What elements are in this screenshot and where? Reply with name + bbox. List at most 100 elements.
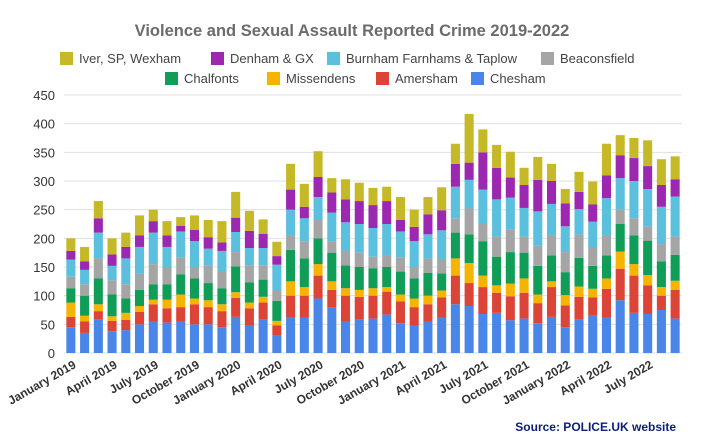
bar-segment-iver-sp-wexham <box>615 135 625 156</box>
bar-segment-burnham-farnhams-taplow <box>327 212 337 242</box>
bar-segment-amersham <box>176 307 186 322</box>
bar-segment-denham-gx <box>382 201 392 224</box>
bar-segment-chesham <box>189 324 199 353</box>
bar-segment-chalfonts <box>66 288 76 303</box>
bar-segment-missendens <box>601 278 611 289</box>
bar-segment-chalfonts <box>643 240 653 276</box>
bar-segment-amersham <box>272 325 282 336</box>
bar-segment-denham-gx <box>66 250 76 260</box>
bar-segment-missendens <box>272 320 282 326</box>
legend-label-iver-sp-wexham: Iver, SP, Wexham <box>79 51 181 66</box>
bar-segment-missendens <box>203 300 213 308</box>
y-tick-label: 150 <box>33 260 55 275</box>
bar-segment-amersham <box>450 275 460 305</box>
bar-segment-iver-sp-wexham <box>643 140 653 167</box>
bar-segment-burnham-farnhams-taplow <box>437 230 447 259</box>
bar-segment-iver-sp-wexham <box>505 151 515 178</box>
bar-segment-missendens <box>464 262 474 284</box>
bar-segment-amersham <box>533 303 543 324</box>
bar-segment-iver-sp-wexham <box>327 178 337 193</box>
bar-segment-missendens <box>656 287 666 296</box>
bar-segment-missendens <box>368 288 378 296</box>
bar-segment-chesham <box>643 314 653 353</box>
bar-segment-burnham-farnhams-taplow <box>533 211 543 246</box>
bar-segment-burnham-farnhams-taplow <box>258 248 268 266</box>
bar-segment-chesham <box>176 321 186 353</box>
bar-segment-beaconsfield <box>258 265 268 280</box>
bar-segment-chesham <box>80 332 90 353</box>
bar-segment-chalfonts <box>505 252 515 284</box>
bar-segment-amersham <box>93 311 103 320</box>
bar-segment-missendens <box>478 275 488 288</box>
bar-segment-denham-gx <box>423 214 433 235</box>
bar-segment-iver-sp-wexham <box>533 156 543 180</box>
bar-segment-chalfonts <box>176 274 186 295</box>
bar-segment-amersham <box>217 311 227 328</box>
bar-segment-beaconsfield <box>492 236 502 257</box>
y-tick-label: 450 <box>33 88 55 103</box>
bar-segment-missendens <box>574 286 584 297</box>
bar-segment-missendens <box>258 296 268 303</box>
legend-label-amersham: Amersham <box>395 71 458 86</box>
bar-segment-chalfonts <box>670 254 680 281</box>
bar-segment-burnham-farnhams-taplow <box>478 189 488 224</box>
bar-segment-chalfonts <box>409 278 419 299</box>
bar-segment-missendens <box>148 299 158 305</box>
bar-segment-denham-gx <box>670 179 680 197</box>
bar-segment-chalfonts <box>80 295 90 316</box>
bars <box>66 113 680 353</box>
bar-segment-iver-sp-wexham <box>66 238 76 251</box>
bar-segment-amersham <box>244 308 254 326</box>
bar-segment-burnham-farnhams-taplow <box>601 198 611 236</box>
bar-segment-amersham <box>670 289 680 319</box>
bar-segment-denham-gx <box>437 210 447 231</box>
bar-segment-missendens <box>423 295 433 305</box>
bar-segment-burnham-farnhams-taplow <box>382 224 392 256</box>
bar-segment-burnham-farnhams-taplow <box>354 224 364 253</box>
legend-label-beaconsfield: Beaconsfield <box>560 51 634 66</box>
bar-segment-missendens <box>409 298 419 308</box>
bar-segment-denham-gx <box>299 206 309 219</box>
bar-segment-burnham-farnhams-taplow <box>286 209 296 236</box>
bar-segment-denham-gx <box>148 221 158 233</box>
legend-swatch-chalfonts <box>165 72 178 85</box>
bar-segment-amersham <box>341 295 351 322</box>
bar-segment-chesham <box>656 310 666 353</box>
bar-segment-chesham <box>588 315 598 353</box>
bar-segment-iver-sp-wexham <box>437 187 447 211</box>
bar-segment-beaconsfield <box>341 250 351 266</box>
bar-segment-iver-sp-wexham <box>148 209 158 222</box>
bar-segment-missendens <box>162 299 172 309</box>
bar-segment-chesham <box>629 312 639 353</box>
bar-segment-chalfonts <box>368 268 378 289</box>
bar-segment-iver-sp-wexham <box>162 221 172 236</box>
bar-segment-beaconsfield <box>354 252 364 267</box>
bar-segment-chesham <box>533 323 543 353</box>
bar-segment-chesham <box>162 322 172 353</box>
bar-segment-chalfonts <box>588 265 598 289</box>
bar-segment-missendens <box>66 302 76 317</box>
bar-segment-beaconsfield <box>423 258 433 273</box>
chart-title: Violence and Sexual Assault Reported Cri… <box>135 22 570 40</box>
bar-segment-amersham <box>135 311 145 325</box>
bar-segment-iver-sp-wexham <box>574 171 584 192</box>
bar-segment-missendens <box>492 285 502 293</box>
legend-label-chesham: Chesham <box>490 71 546 86</box>
bar-segment-chalfonts <box>492 256 502 286</box>
bar-segment-chalfonts <box>560 272 570 296</box>
bar-segment-iver-sp-wexham <box>313 151 323 177</box>
bar-segment-denham-gx <box>203 237 213 249</box>
bar-segment-iver-sp-wexham <box>492 144 502 168</box>
bar-segment-beaconsfield <box>66 276 76 289</box>
y-tick-label: 100 <box>33 289 55 304</box>
bar-segment-chalfonts <box>547 255 557 282</box>
bar-segment-iver-sp-wexham <box>231 191 241 218</box>
bar-segment-chesham <box>478 314 488 353</box>
bar-segment-chalfonts <box>423 272 433 296</box>
legend-swatch-chesham <box>471 72 484 85</box>
bar-segment-denham-gx <box>121 246 131 259</box>
bar-segment-amersham <box>148 304 158 322</box>
bar-segment-beaconsfield <box>588 247 598 266</box>
bar-segment-missendens <box>313 264 323 276</box>
bar-segment-chesham <box>615 300 625 353</box>
